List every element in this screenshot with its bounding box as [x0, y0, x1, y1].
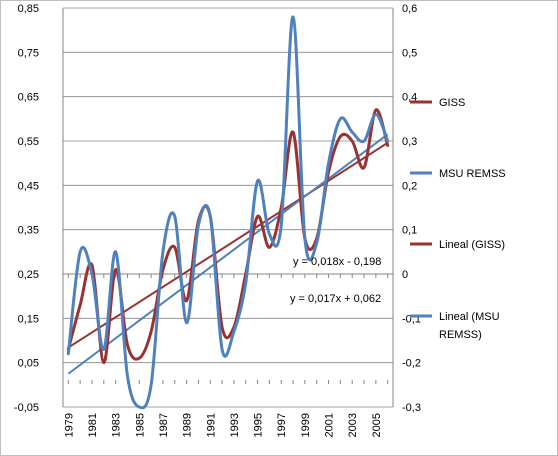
- y-left-tick-label: 0,35: [18, 225, 39, 237]
- y-left-tick-label: 0,85: [18, 3, 39, 15]
- x-tick-label: 1989: [182, 413, 194, 437]
- y-axis-left-ticks: 0,85 0,75 0,65 0,55 0,45 0,35 0,25 0,15 0,05 -0,0…: [14, 3, 39, 414]
- legend-label: REMSS): [439, 329, 482, 341]
- x-tick-label: 1997: [276, 413, 288, 437]
- x-tick-label: 2001: [324, 413, 336, 437]
- y-right-tick-label: 0,5: [402, 47, 417, 59]
- trendline-giss: [67, 141, 389, 349]
- y-left-tick-label: 0,75: [18, 47, 39, 59]
- y-left-tick-label: 0,65: [18, 92, 39, 104]
- x-tick-label: 1983: [111, 413, 123, 437]
- x-tick-label: 2003: [347, 413, 359, 437]
- x-axis-ticks: 1979 1981 1983 1985 1987 1989 1991 1993 1995 1997…: [63, 413, 383, 437]
- series-line-giss: [66, 108, 390, 365]
- legend-label: MSU REMSS: [439, 168, 506, 180]
- y-left-tick-label: 0,25: [18, 269, 39, 281]
- y-right-tick-label: 0,6: [402, 3, 417, 15]
- legend: GISS MSU REMSS Lineal (GISS) Lineal (MSU REM…: [410, 97, 506, 341]
- series-line-msu-remss: [66, 15, 390, 410]
- y-right-tick-label: -0,3: [402, 402, 421, 414]
- legend-label: Lineal (GISS): [439, 239, 505, 251]
- trend-equation-label: y = 0,018x - 0,198: [293, 256, 381, 268]
- y-left-tick-label: 0,05: [18, 358, 39, 370]
- y-left-tick-label: 0,45: [18, 180, 39, 192]
- y-left-tick-label: 0,55: [18, 136, 39, 148]
- y-left-tick-label: -0,05: [14, 402, 39, 414]
- x-tick-label: 1981: [87, 413, 99, 437]
- x-tick-label: 2005: [371, 413, 383, 437]
- legend-label: GISS: [439, 97, 465, 109]
- trendline-msu-remss: [67, 133, 389, 375]
- x-tick-label: 1979: [63, 413, 75, 437]
- y-right-tick-label: 0,3: [402, 136, 417, 148]
- x-tick-label: 1993: [229, 413, 241, 437]
- x-tick-label: 1991: [205, 413, 217, 437]
- y-right-tick-label: -0,2: [402, 358, 421, 370]
- trend-equation-label: y = 0,017x + 0,062: [290, 293, 381, 305]
- y-left-tick-label: 0,15: [18, 313, 39, 325]
- y-right-tick-label: 0: [402, 269, 408, 281]
- y-right-tick-label: 0,2: [402, 180, 417, 192]
- y-right-tick-label: 0,1: [402, 225, 417, 237]
- y-axis-right-ticks: 0,60,50,40,30,20,10-0,1-0,2-0,3: [402, 3, 421, 414]
- x-tick-label: 1999: [300, 413, 312, 437]
- trend-equations: y = 0,018x - 0,198 y = 0,017x + 0,062: [290, 256, 381, 305]
- x-tick-label: 1987: [158, 413, 170, 437]
- plot-series: [66, 15, 390, 410]
- x-tick-label: 1985: [134, 413, 146, 437]
- x-tick-label: 1995: [253, 413, 265, 437]
- legend-label: Lineal (MSU: [439, 311, 500, 323]
